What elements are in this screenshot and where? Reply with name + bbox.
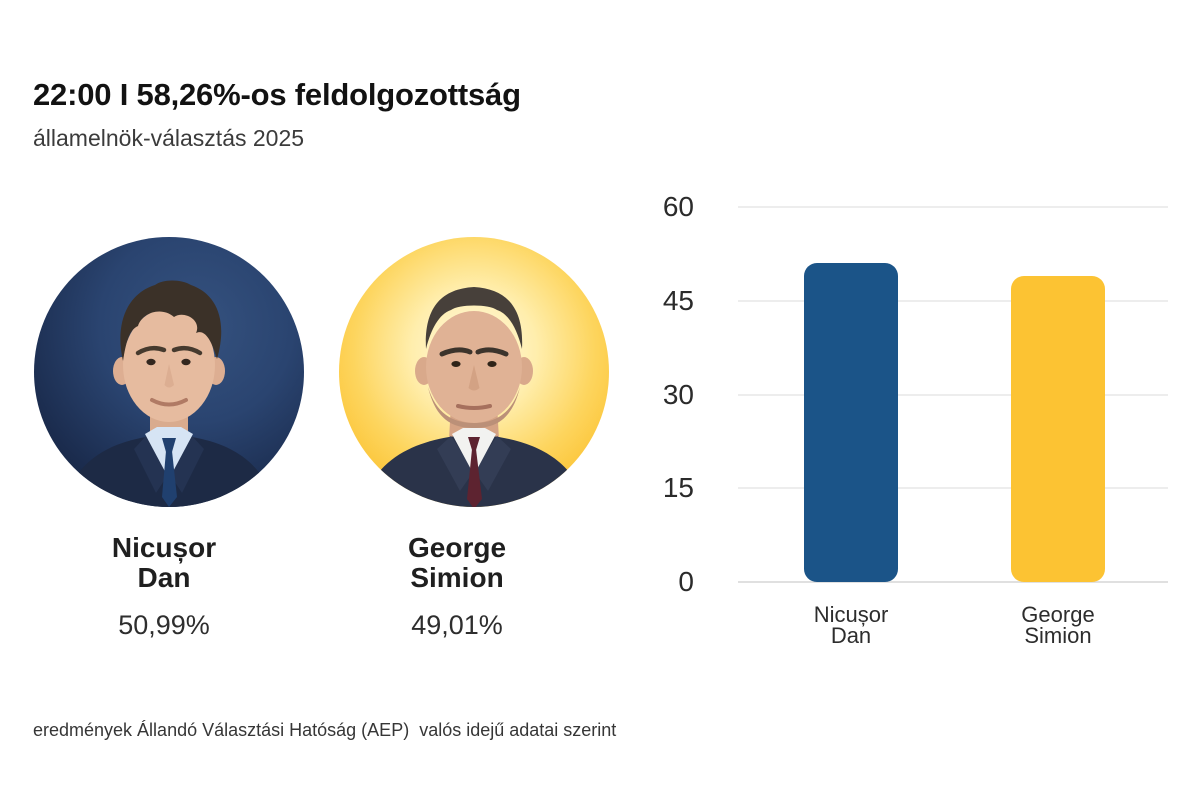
gridline-15 <box>738 487 1168 490</box>
gridline-60 <box>738 206 1168 208</box>
y-tick-label-0: 0 <box>678 566 694 597</box>
george-simion-portrait <box>339 237 609 507</box>
photo-george-simion <box>339 237 609 507</box>
candidate-name-line: Nicușor <box>111 532 217 563</box>
candidate-name-nicusor-dan: Nicușor Dan <box>34 533 294 593</box>
candidate-percent-nicusor-dan: 50,99% <box>118 610 210 640</box>
gridline-45 <box>738 299 1168 302</box>
x-axis-label-line: Simion <box>1024 623 1092 648</box>
y-tick-label-60: 60 <box>662 191 694 222</box>
x-axis-label-line: Nicușor <box>813 602 889 627</box>
gridline-0 <box>738 581 1168 583</box>
source-note: eredmények Állandó Választási Hatóság (A… <box>33 720 617 740</box>
nicusor-dan-portrait <box>34 237 304 507</box>
candidate-name-line: Dan <box>137 562 191 593</box>
page-subtitle: államelnök-választás 2025 <box>33 125 305 151</box>
candidate-name-line: Simion <box>410 562 504 593</box>
photo-nicusor-dan <box>34 237 304 507</box>
y-tick-label-30: 30 <box>662 378 694 410</box>
bar-nicusor-dan <box>804 263 898 582</box>
bar-george-simion <box>1011 275 1105 582</box>
x-axis-label-george-simion: George Simion <box>963 602 1153 648</box>
x-axis-label-nicusor-dan: Nicușor Dan <box>756 602 946 648</box>
candidate-percent-george-simion: 49,01% <box>411 610 503 640</box>
candidate-name-line: George <box>407 532 507 563</box>
page-title: 22:00 I 58,26%-os feldolgozottság <box>33 77 521 112</box>
x-axis-label-line: Dan <box>830 623 872 648</box>
gridline-30 <box>738 393 1168 396</box>
y-tick-label-45: 45 <box>662 284 694 316</box>
candidate-name-george-simion: George Simion <box>327 533 587 593</box>
y-tick-label-15: 15 <box>662 472 694 504</box>
x-axis-label-line: George <box>1021 602 1095 627</box>
